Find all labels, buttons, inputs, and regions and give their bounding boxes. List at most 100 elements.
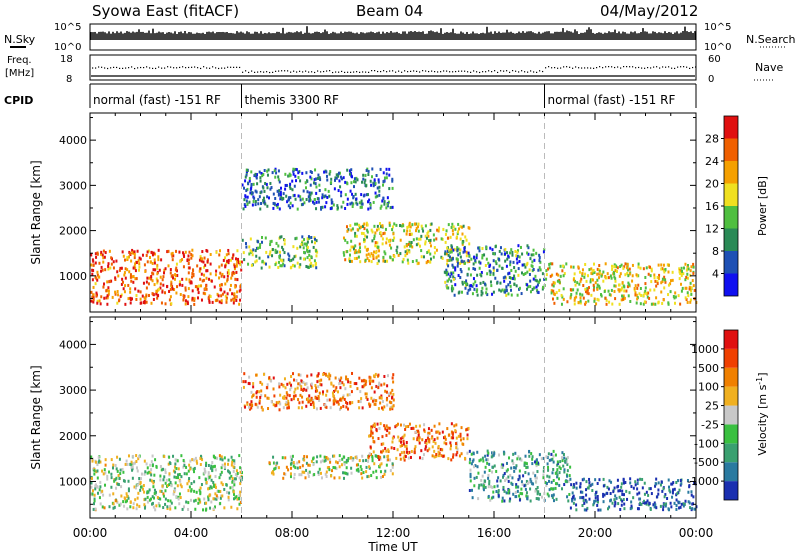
scatter-cell (257, 202, 260, 206)
scatter-cell (308, 399, 311, 403)
scatter-cell (534, 460, 537, 464)
scatter-cell (386, 384, 389, 388)
scatter-cell (358, 459, 361, 463)
scatter-cell (104, 471, 107, 475)
scatter-cell (428, 239, 431, 243)
scatter-cell (156, 279, 159, 283)
scatter-cell (461, 280, 464, 284)
scatter-cell (679, 505, 682, 509)
scatter-cell (594, 281, 597, 285)
scatter-cell (380, 204, 383, 208)
scatter-cell (359, 465, 362, 469)
scatter-cell (372, 470, 375, 474)
scatter-cell (477, 486, 480, 490)
scatter-cell (366, 228, 369, 232)
scatter-cell (423, 430, 426, 434)
nave-point (248, 71, 250, 74)
scatter-cell (512, 277, 515, 281)
scatter-cell (305, 468, 308, 472)
scatter-cell (520, 480, 523, 484)
scatter-cell (509, 260, 512, 264)
scatter-cell (200, 272, 203, 276)
scatter-cell (372, 374, 375, 378)
scatter-cell (150, 479, 153, 483)
scatter-cell (312, 200, 315, 204)
scatter-cell (130, 279, 133, 283)
scatter-cell (108, 493, 111, 497)
scatter-cell (409, 455, 412, 459)
nave-point (530, 70, 532, 72)
scatter-cell (358, 242, 361, 246)
nave-point (623, 66, 625, 68)
scatter-cell (392, 398, 395, 402)
scatter-cell (150, 275, 153, 279)
scatter-cell (218, 476, 221, 480)
scatter-cell (193, 298, 196, 302)
scatter-cell (560, 293, 563, 297)
y-tick-label: 3000 (59, 179, 87, 192)
scatter-cell (526, 465, 529, 469)
scatter-cell (681, 286, 684, 290)
scatter-cell (386, 455, 389, 459)
scatter-cell (266, 169, 269, 173)
scatter-cell (351, 458, 354, 462)
scatter-cell (244, 175, 247, 179)
scatter-cell (192, 268, 195, 272)
scatter-cell (126, 268, 129, 272)
scatter-cell (371, 459, 374, 463)
scatter-cell (324, 458, 327, 462)
scatter-cell (611, 501, 614, 505)
scatter-cell (396, 448, 399, 452)
scatter-cell (577, 301, 580, 305)
scatter-cell (272, 455, 275, 459)
scatter-cell (358, 246, 361, 250)
scatter-cell (357, 399, 360, 403)
scatter-cell (411, 245, 414, 249)
scatter-cell (678, 488, 681, 492)
scatter-cell (653, 501, 656, 505)
scatter-cell (505, 293, 508, 297)
scatter-cell (230, 455, 233, 459)
scatter-cell (529, 477, 532, 481)
scatter-cell (355, 234, 358, 238)
scatter-cell (209, 506, 212, 510)
scatter-cell (207, 471, 210, 475)
scatter-cell (456, 232, 459, 236)
scatter-cell (370, 183, 373, 187)
scatter-cell (259, 380, 262, 384)
scatter-cell (480, 274, 483, 278)
scatter-cell (446, 262, 449, 266)
scatter-cell (167, 462, 170, 466)
scatter-cell (191, 272, 194, 276)
scatter-cell (455, 257, 458, 261)
scatter-cell (229, 258, 232, 262)
scatter-cell (542, 466, 545, 470)
scatter-cell (199, 277, 202, 281)
scatter-cell (300, 387, 303, 391)
scatter-cell (130, 463, 133, 467)
scatter-cell (91, 459, 94, 463)
scatter-cell (379, 422, 382, 426)
scatter-cell (652, 302, 655, 306)
scatter-cell (475, 256, 478, 260)
scatter-cell (124, 284, 127, 288)
nave-point (578, 67, 580, 69)
nave-point (209, 67, 211, 69)
nave-point (191, 66, 193, 68)
scatter-cell (600, 274, 603, 278)
right-tick-nsky-top: 10^5 (704, 22, 731, 33)
scatter-cell (546, 492, 549, 496)
scatter-cell (371, 230, 374, 234)
scatter-cell (237, 257, 240, 261)
scatter-cell (259, 207, 262, 211)
scatter-cell (496, 281, 499, 285)
scatter-cell (226, 292, 229, 296)
scatter-cell (691, 279, 694, 283)
scatter-cell (239, 482, 242, 486)
scatter-cell (312, 245, 315, 249)
scatter-cell (168, 472, 171, 476)
scatter-cell (374, 372, 377, 376)
scatter-cell (468, 461, 471, 465)
scatter-cell (459, 432, 462, 436)
scatter-cell (372, 253, 375, 257)
